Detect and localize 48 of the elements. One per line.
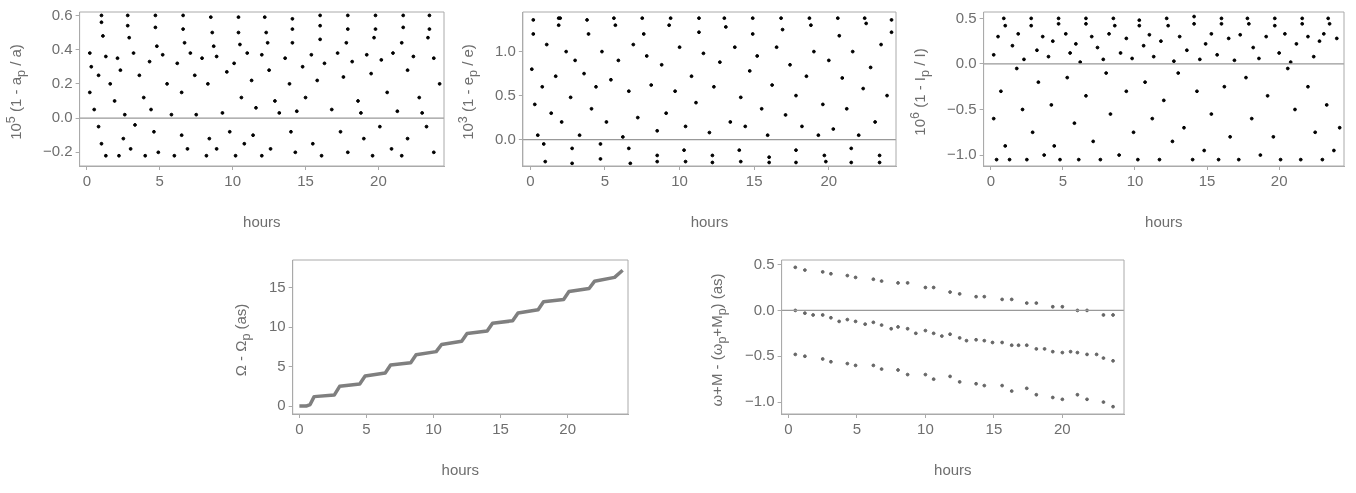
x-axis-title: hours — [690, 213, 729, 231]
y-tick-label: 0.0 — [955, 54, 977, 72]
x-tick-label: 10 — [671, 172, 688, 190]
y-tick-label: 0.5 — [753, 254, 775, 272]
x-tick-label: 20 — [1054, 420, 1071, 438]
x-tick-label: 0 — [526, 172, 535, 190]
x-tick-label: 0 — [784, 420, 793, 438]
x-tick-label: 10 — [917, 420, 934, 438]
x-tick-label: 15 — [1198, 172, 1216, 190]
y-tick-label: −0.5 — [744, 346, 775, 364]
x-tick-label: 10 — [425, 420, 442, 438]
y-tick-label: 0.6 — [51, 5, 73, 23]
x-tick-label: 5 — [1058, 172, 1068, 190]
y-tick-label: 10 — [269, 317, 286, 335]
x-tick-label: 20 — [820, 172, 838, 190]
y-tick-label: 0.0 — [51, 108, 73, 126]
x-tick-label: 5 — [600, 172, 610, 190]
x-tick-label: 20 — [559, 420, 576, 438]
x-tick-label: 5 — [852, 420, 862, 438]
x-tick-label: 10 — [1126, 172, 1144, 190]
y-tick-label: 0 — [277, 396, 286, 414]
x-tick-label: 20 — [1270, 172, 1288, 190]
y-tick-label: −1.0 — [946, 145, 977, 163]
y-tick-label: 5 — [277, 356, 286, 374]
y-tick-label: −0.5 — [946, 99, 977, 117]
x-axis-title: hours — [934, 461, 972, 479]
y-tick-label: 0.5 — [494, 85, 516, 103]
x-tick-label: 20 — [370, 172, 387, 190]
x-tick-label: 15 — [297, 172, 314, 190]
y-tick-label: 1.0 — [494, 41, 516, 59]
x-tick-label: 15 — [985, 420, 1003, 438]
x-tick-label: 0 — [986, 172, 995, 190]
x-tick-label: 5 — [155, 172, 164, 190]
y-tick-label: 15 — [269, 277, 286, 295]
x-axis-title: hours — [243, 213, 281, 231]
x-tick-label: 10 — [224, 172, 241, 190]
y-tick-label: −0.2 — [42, 142, 73, 160]
y-tick-label: −1.0 — [744, 392, 775, 410]
x-tick-label: 0 — [295, 420, 304, 438]
y-tick-label: 0.5 — [955, 8, 977, 26]
x-tick-label: 5 — [362, 420, 371, 438]
y-tick-label: 0.2 — [51, 74, 73, 92]
x-tick-label: 0 — [82, 172, 92, 190]
x-axis-title: hours — [1145, 213, 1183, 231]
x-axis-title: hours — [441, 461, 480, 479]
y-tick-label: 0.0 — [753, 300, 775, 318]
y-tick-label: 0.4 — [51, 39, 73, 57]
y-tick-label: 0.0 — [494, 129, 516, 147]
